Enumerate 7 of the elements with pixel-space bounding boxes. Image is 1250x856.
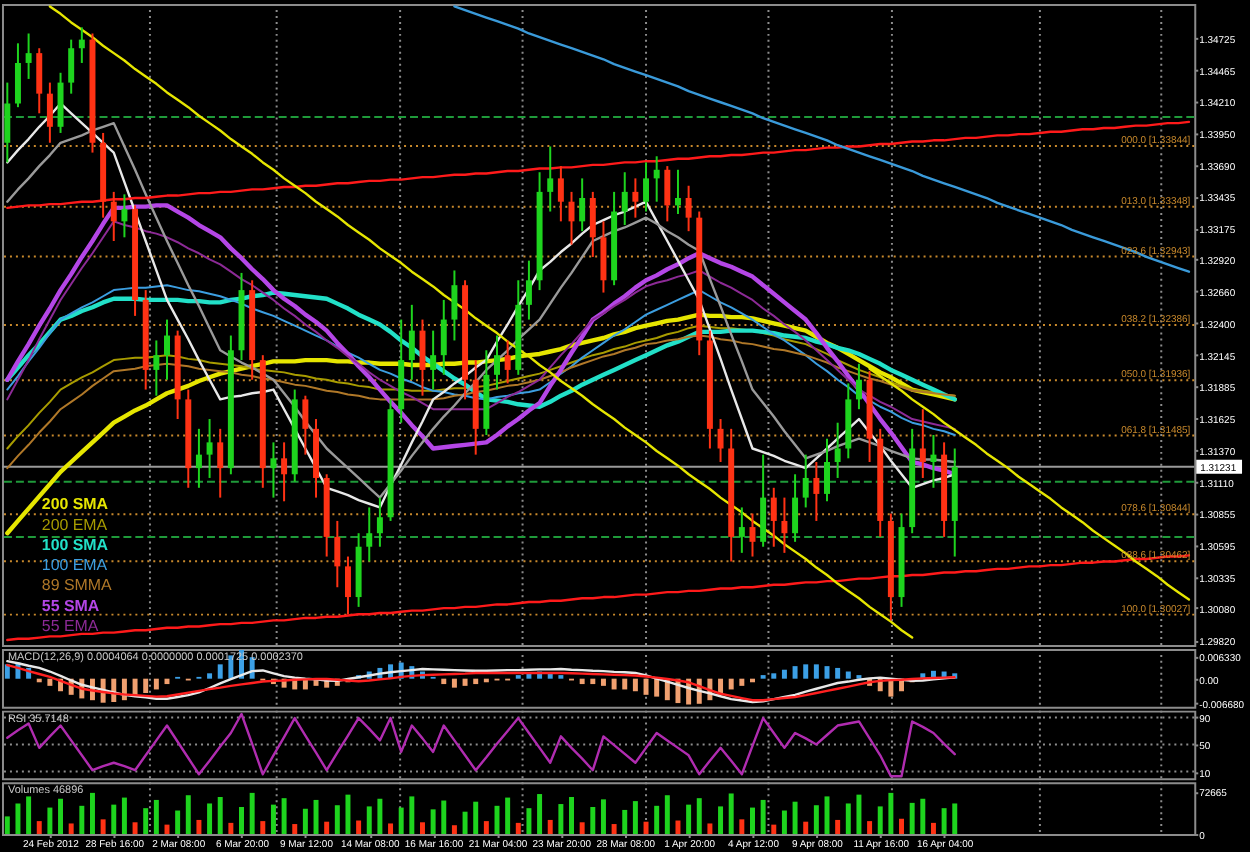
- text: 200 EMA: [41, 515, 109, 534]
- series-label: 200 SMA: [41, 495, 109, 514]
- text: 89 SMMA: [41, 576, 114, 595]
- text: 55 EMA: [41, 617, 100, 636]
- text: 100 EMA: [41, 556, 109, 575]
- text: 55 SMA: [41, 596, 100, 615]
- text: 100 SMA: [41, 535, 109, 554]
